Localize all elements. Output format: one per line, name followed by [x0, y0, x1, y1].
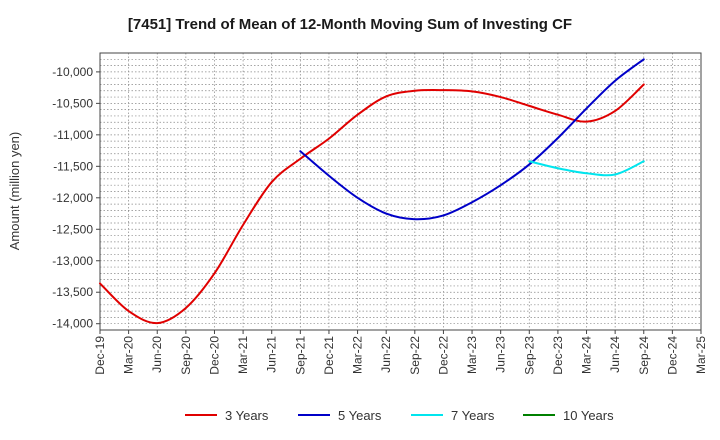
series-line-7-years — [528, 160, 645, 177]
x-tick-label: Mar-24 — [580, 336, 594, 374]
x-tick-label: Sep-24 — [637, 336, 651, 375]
x-tick-label: Dec-20 — [207, 336, 221, 375]
y-axis-label: Amount (million yen) — [7, 132, 22, 251]
y-tick-label: -12,500 — [52, 222, 93, 236]
legend-label-5-years: 5 Years — [338, 408, 382, 423]
x-tick-label: Dec-24 — [665, 336, 679, 375]
x-tick-label: Dec-23 — [551, 336, 565, 375]
x-tick-label: Jun-22 — [379, 336, 393, 373]
y-tick-label: -14,000 — [52, 317, 93, 331]
x-tick-label: Dec-21 — [322, 336, 336, 375]
x-tick-label: Sep-22 — [408, 336, 422, 375]
y-axis: -10,000 -10,500 -11,000 -11,500 -12,000 -12,5… — [52, 65, 100, 331]
x-tick-label: Mar-20 — [122, 336, 136, 374]
y-tick-label: -13,000 — [52, 254, 93, 268]
y-tick-label: -13,500 — [52, 285, 93, 299]
x-tick-label: Sep-23 — [522, 336, 536, 375]
legend-label-10-years: 10 Years — [563, 408, 614, 423]
x-tick-label: Sep-20 — [179, 336, 193, 375]
series-layer — [99, 58, 645, 325]
chart-title: [7451] Trend of Mean of 12-Month Moving … — [128, 16, 572, 33]
x-tick-label: Dec-22 — [436, 336, 450, 375]
plot-area — [100, 53, 701, 330]
x-tick-label: Jun-21 — [265, 336, 279, 373]
x-axis: Dec-19 Mar-20 Jun-20 Sep-20 Dec-20 Mar-21 Jun-… — [93, 330, 708, 375]
x-tick-label: Mar-25 — [694, 336, 708, 374]
y-tick-label: -10,000 — [52, 65, 93, 79]
legend-label-3-years: 3 Years — [225, 408, 269, 423]
x-tick-label: Dec-19 — [93, 336, 107, 375]
legend-label-7-years: 7 Years — [451, 408, 495, 423]
plot-border — [99, 52, 702, 331]
x-tick-label: Jun-20 — [150, 336, 164, 373]
x-tick-label: Sep-21 — [293, 336, 307, 375]
x-tick-label: Mar-23 — [465, 336, 479, 374]
legend: 3 Years 5 Years 7 Years 10 Years — [185, 408, 614, 423]
y-tick-label: -10,500 — [52, 96, 93, 110]
x-tick-label: Jun-23 — [494, 336, 508, 373]
y-tick-label: -11,500 — [53, 159, 93, 173]
y-tick-label: -12,000 — [52, 191, 93, 205]
y-tick-label: -11,000 — [53, 128, 93, 142]
x-tick-label: Jun-24 — [608, 336, 622, 373]
series-line-5-years — [299, 58, 645, 221]
series-line-3-years — [99, 83, 645, 325]
x-tick-label: Mar-22 — [351, 336, 365, 374]
x-tick-label: Mar-21 — [236, 336, 250, 374]
grid — [100, 53, 701, 330]
